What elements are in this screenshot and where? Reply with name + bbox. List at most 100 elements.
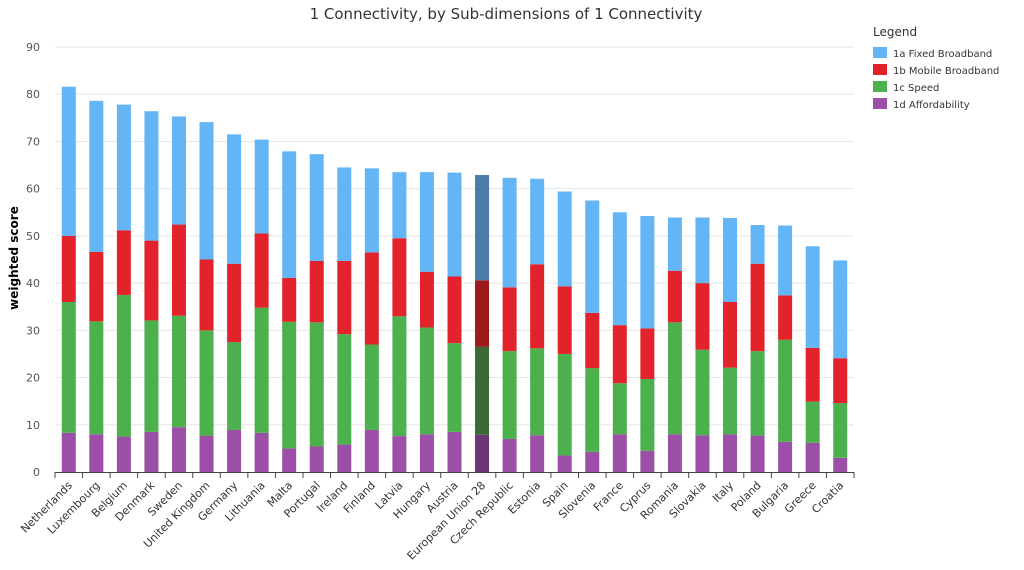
- bar-germany-series-3: [227, 134, 242, 264]
- y-axis-label: weighted score: [7, 206, 21, 310]
- bar-latvia-series-3: [392, 172, 407, 239]
- bar-croatia-series-1: [833, 403, 848, 458]
- bar-belgium-series-2: [116, 230, 131, 295]
- bar-bulgaria-series-2: [778, 295, 793, 340]
- bar-denmark-series-2: [144, 240, 159, 321]
- bar-spain-series-3: [557, 191, 572, 287]
- y-tick-label-8: 80: [26, 88, 40, 101]
- bar-italy-series-1: [723, 367, 738, 435]
- bar-hungary-series-2: [419, 271, 434, 328]
- bar-malta-series-0: [282, 448, 297, 472]
- bar-france-series-3: [612, 212, 627, 326]
- x-axis: [54, 472, 855, 478]
- bar-poland-series-2: [750, 263, 765, 352]
- bar-slovenia-series-1: [585, 368, 600, 452]
- bar-belgium-series-3: [116, 104, 131, 231]
- bar-european-union-28-series-0: [475, 434, 490, 472]
- bar-ireland-series-1: [337, 334, 352, 445]
- legend: Legend 1a Fixed Broadband 1b Mobile Broad…: [873, 25, 999, 111]
- bar-spain-series-2: [557, 286, 572, 354]
- bar-spain-series-1: [557, 353, 572, 456]
- bar-ireland-series-3: [337, 167, 352, 261]
- bar-germany-series-2: [227, 263, 242, 343]
- bar-austria-series-1: [447, 343, 462, 432]
- bar-hungary-series-0: [419, 434, 434, 472]
- bar-austria-series-0: [447, 431, 462, 472]
- bar-finland-series-2: [364, 252, 379, 345]
- bar-netherlands-series-0: [61, 432, 76, 472]
- bar-austria-series-2: [447, 276, 462, 344]
- bar-lithuania-series-2: [254, 233, 269, 308]
- bar-france-series-0: [612, 434, 627, 472]
- bar-netherlands-series-2: [61, 235, 76, 302]
- bar-estonia-series-3: [530, 178, 545, 265]
- legend-label-3: 1d Affordability: [893, 100, 970, 111]
- y-tick-label-6: 60: [26, 183, 40, 196]
- bar-netherlands-series-3: [61, 86, 76, 236]
- bar-malta-series-2: [282, 277, 297, 322]
- bar-latvia-series-0: [392, 436, 407, 472]
- bar-united-kingdom-series-2: [199, 259, 214, 331]
- y-tick-label-4: 40: [26, 277, 40, 290]
- bar-united-kingdom-series-3: [199, 122, 214, 260]
- bar-france-series-1: [612, 383, 627, 435]
- legend-label-0: 1a Fixed Broadband: [893, 49, 992, 60]
- bar-poland-series-0: [750, 435, 765, 472]
- y-tick-label-3: 30: [26, 324, 40, 337]
- legend-title: Legend: [873, 25, 917, 39]
- bar-ireland-series-2: [337, 260, 352, 335]
- legend-swatch-0: [873, 47, 887, 58]
- bar-bulgaria-series-3: [778, 225, 793, 296]
- bar-italy-series-2: [723, 302, 738, 368]
- bar-ireland-series-0: [337, 444, 352, 472]
- bar-hungary-series-3: [419, 172, 434, 272]
- bar-italy-series-0: [723, 434, 738, 472]
- bar-cyprus-series-2: [640, 328, 655, 379]
- bar-cyprus-series-3: [640, 216, 655, 329]
- bar-italy-series-3: [723, 217, 738, 302]
- bar-slovakia-series-0: [695, 435, 710, 472]
- bar-belgium-series-0: [116, 436, 131, 472]
- y-tick-label-9: 90: [26, 41, 40, 54]
- bar-poland-series-3: [750, 225, 765, 264]
- bar-united-kingdom-series-0: [199, 435, 214, 472]
- y-tick-label-1: 10: [26, 419, 40, 432]
- y-axis-ticks: 0 10 20 30 40 50 60 70 80 90: [26, 41, 40, 479]
- bar-sweden-series-2: [171, 224, 186, 316]
- bar-finland-series-3: [364, 168, 379, 253]
- bar-luxembourg-series-0: [89, 434, 104, 472]
- bar-luxembourg-series-1: [89, 321, 104, 435]
- bar-czech-republic-series-3: [502, 177, 517, 288]
- bar-luxembourg-series-3: [89, 100, 104, 252]
- bar-portugal-series-2: [309, 260, 324, 323]
- bar-cyprus-series-1: [640, 378, 655, 451]
- bar-greece-series-1: [805, 401, 820, 443]
- bar-portugal-series-3: [309, 154, 324, 261]
- bar-sweden-series-0: [171, 427, 186, 472]
- bar-czech-republic-series-2: [502, 287, 517, 352]
- y-tick-label-2: 20: [26, 372, 40, 385]
- bar-latvia-series-2: [392, 238, 407, 317]
- bars: [61, 86, 848, 472]
- bar-slovenia-series-3: [585, 200, 600, 313]
- bar-czech-republic-series-1: [502, 351, 517, 439]
- bar-european-union-28-series-1: [475, 346, 490, 435]
- bar-croatia-series-0: [833, 457, 848, 472]
- bar-sweden-series-1: [171, 315, 186, 428]
- bar-lithuania-series-0: [254, 432, 269, 472]
- bar-cyprus-series-0: [640, 450, 655, 472]
- bar-european-union-28-series-3: [475, 174, 490, 281]
- bar-hungary-series-1: [419, 327, 434, 435]
- bar-estonia-series-1: [530, 348, 545, 436]
- bar-slovenia-series-0: [585, 451, 600, 472]
- bar-romania-series-0: [667, 434, 682, 472]
- bar-slovakia-series-2: [695, 283, 710, 350]
- legend-label-1: 1b Mobile Broadband: [893, 66, 999, 77]
- bar-netherlands-series-1: [61, 302, 76, 433]
- bar-finland-series-1: [364, 344, 379, 430]
- bar-belgium-series-1: [116, 294, 131, 437]
- bar-luxembourg-series-2: [89, 251, 104, 322]
- bar-greece-series-0: [805, 442, 820, 472]
